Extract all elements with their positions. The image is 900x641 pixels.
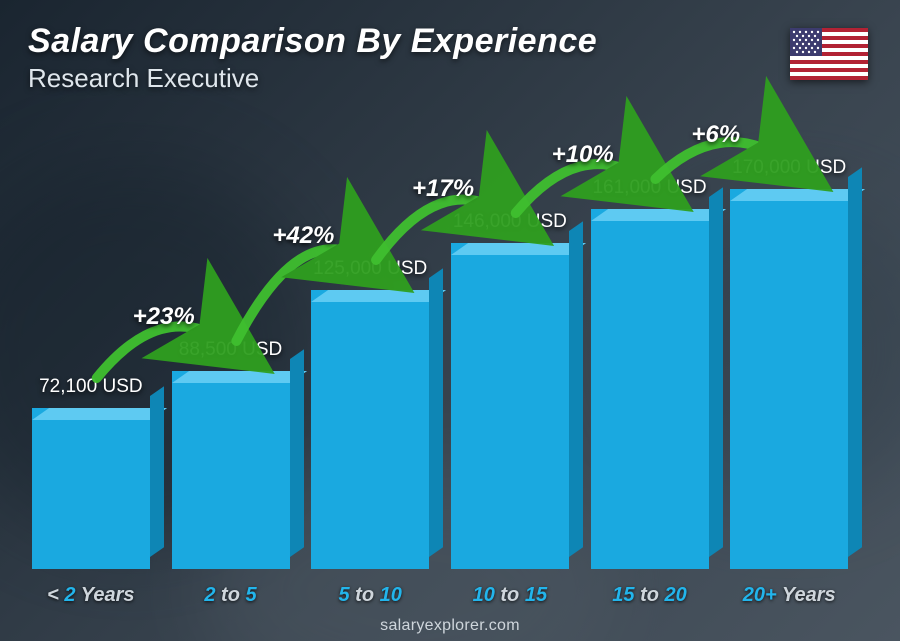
chart-title: Salary Comparison By Experience [28,22,597,61]
category-label: 15 to 20 [589,584,711,607]
category-axis: < 2 Years 2 to 5 5 to 10 10 to 15 15 to 20 20… [30,584,850,607]
category-label: 20+ Years [728,584,850,607]
growth-delta-label: +10% [552,141,614,169]
category-label: 2 to 5 [170,584,292,607]
growth-delta-label: +42% [272,222,334,250]
growth-delta-label: +23% [133,303,195,331]
infographic-canvas: Salary Comparison By Experience Research… [0,0,900,641]
bar-chart: 72,100 USD 88,500 USD 125,000 USD 146,00… [30,120,850,569]
category-label: 5 to 10 [309,584,431,607]
category-label: < 2 Years [30,584,152,607]
growth-delta-label: +17% [412,175,474,203]
growth-delta-label: +6% [691,121,740,149]
category-label: 10 to 15 [449,584,571,607]
footer-credit: salaryexplorer.com [0,617,900,635]
